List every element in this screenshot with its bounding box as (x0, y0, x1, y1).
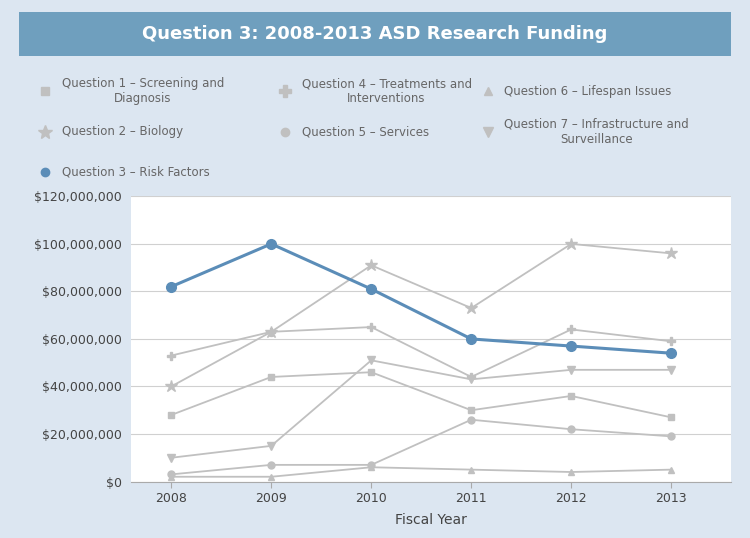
Text: Question 1 – Screening and
Diagnosis: Question 1 – Screening and Diagnosis (62, 77, 223, 105)
X-axis label: Fiscal Year: Fiscal Year (395, 513, 467, 527)
Text: Question 3: 2008-2013 ASD Research Funding: Question 3: 2008-2013 ASD Research Fundi… (142, 25, 608, 44)
Text: Question 3 – Risk Factors: Question 3 – Risk Factors (62, 166, 209, 179)
Text: Question 5 – Services: Question 5 – Services (302, 125, 429, 138)
Text: Question 7 – Infrastructure and
Surveillance: Question 7 – Infrastructure and Surveill… (504, 118, 688, 146)
Text: Question 2 – Biology: Question 2 – Biology (62, 125, 183, 138)
Text: Question 4 – Treatments and
Interventions: Question 4 – Treatments and Intervention… (302, 77, 472, 105)
Text: Question 6 – Lifespan Issues: Question 6 – Lifespan Issues (504, 85, 671, 98)
